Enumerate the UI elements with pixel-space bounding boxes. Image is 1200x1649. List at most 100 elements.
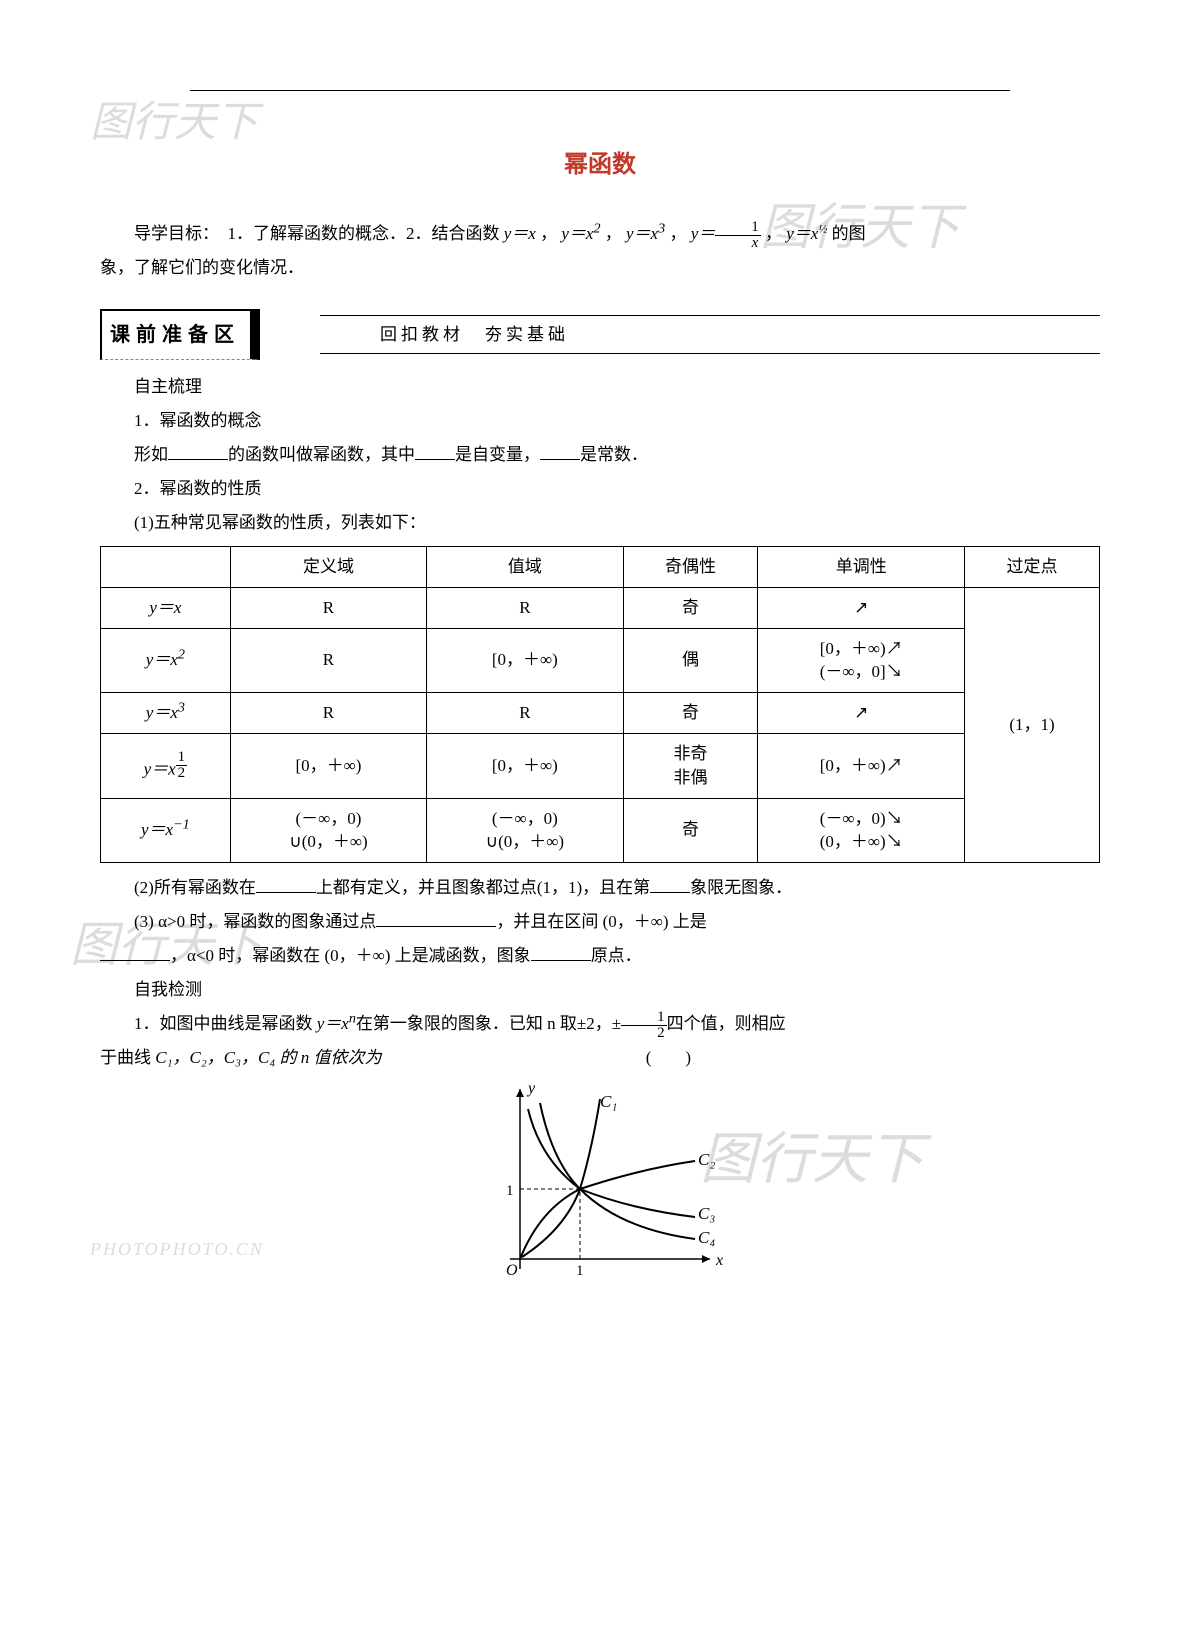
th-mono: 单调性 (758, 547, 965, 588)
cell: R (230, 628, 426, 693)
banner-right: 回扣教材 夯实基础 (380, 318, 569, 352)
fn-4-frac: 1x (715, 220, 761, 251)
cell: [0，＋∞)↗ (－∞，0]↘ (758, 628, 965, 693)
curve-c4-label: C₄ (698, 1228, 715, 1247)
frac-den: 2 (621, 1025, 667, 1041)
blank (376, 910, 496, 927)
blank (415, 443, 455, 460)
tick-y: 1 (506, 1183, 514, 1199)
table-row: y＝x12 [0，＋∞) [0，＋∞) 非奇 非偶 [0，＋∞)↗ (101, 733, 1100, 798)
outline-p4: (1)五种常见幂函数的性质，列表如下： (100, 506, 1100, 540)
th-domain: 定义域 (230, 547, 426, 588)
table-row: y＝x−1 (－∞，0) ∪(0，＋∞) (－∞，0) ∪(0，＋∞) 奇 (－… (101, 798, 1100, 863)
fn: y＝x (144, 760, 176, 779)
fn-2: y＝x (561, 224, 593, 243)
fn-5-sup: ½ (818, 221, 827, 235)
banner-rule-top (320, 315, 1100, 316)
cell: [0，＋∞) (427, 733, 623, 798)
fn-3-sup: 3 (658, 220, 665, 236)
tick-x: 1 (576, 1263, 584, 1279)
txt: 象限无图象． (690, 878, 792, 897)
fn-3: y＝x (626, 224, 658, 243)
intro-line2: 象，了解它们的变化情况． (100, 251, 1100, 285)
txt: 是自变量， (455, 445, 540, 464)
outline-p2: 形如 的函数叫做幂函数，其中 是自变量， 是常数． (100, 438, 1100, 472)
fn-4: y＝ (691, 224, 716, 243)
th-blank (101, 547, 231, 588)
blank (531, 944, 591, 961)
top-rule (190, 90, 1010, 91)
power-graph: x y O 1 1 C₁ C₂ C₃ C₄ (470, 1079, 730, 1289)
after-p7: ，α<0 时，幂函数在 (0，＋∞) 上是减函数，图象 原点． (100, 939, 1100, 973)
cell: R (230, 693, 426, 734)
sup: 2 (178, 647, 185, 663)
banner-rule-bot (320, 353, 1100, 354)
blank (100, 944, 170, 961)
th-parity: 奇偶性 (623, 547, 758, 588)
sep: ， (765, 224, 782, 243)
sep: ， (540, 224, 557, 243)
txt: 是常数． (580, 445, 648, 464)
txt: 原点． (591, 946, 642, 965)
curve-c1-label: C₁ (600, 1092, 617, 1111)
cell: [0，＋∞)↗ (758, 733, 965, 798)
origin-label: O (506, 1262, 518, 1279)
sep: ， (669, 224, 686, 243)
blank (650, 876, 690, 893)
table-row: y＝x2 R [0，＋∞) 偶 [0，＋∞)↗ (－∞，0]↘ (101, 628, 1100, 693)
txt: ，α<0 时，幂函数在 (0，＋∞) 上是减函数，图象 (170, 946, 531, 965)
txt: 在第一象限的图象．已知 n 取±2，± (356, 1014, 621, 1033)
frac-den: x (715, 235, 761, 251)
fn: y＝x (149, 598, 181, 617)
sep: ， (605, 224, 622, 243)
frac-num: 1 (715, 220, 761, 235)
cell: [0，＋∞) (427, 628, 623, 693)
q1-line2: 于曲线 C₁，C₂，C₃，C₄ 的 n 值依次为 ( ) (100, 1041, 1100, 1075)
after-p5: (2)所有幂函数在 上都有定义，并且图象都过点(1，1)，且在第 象限无图象． (100, 871, 1100, 905)
txt: 的函数叫做幂函数，其中 (228, 445, 415, 464)
outline-p3: 2．幂函数的性质 (100, 472, 1100, 506)
fn: y＝x (317, 1014, 349, 1033)
cell: (－∞，0) ∪(0，＋∞) (427, 798, 623, 863)
blank (256, 876, 316, 893)
answer-parens: ( ) (646, 1041, 691, 1075)
fn-1: y＝x (504, 224, 536, 243)
th-range: 值域 (427, 547, 623, 588)
txt: ，并且在区间 (0，＋∞) 上是 (496, 912, 706, 931)
after-p6: (3) α>0 时，幂函数的图象通过点，并且在区间 (0，＋∞) 上是 (100, 905, 1100, 939)
txt: 四个值，则相应 (667, 1014, 786, 1033)
cell: R (230, 587, 426, 628)
txt: 上都有定义，并且图象都过点(1，1)，且在第 (316, 878, 650, 897)
frac-num: 1 (621, 1010, 667, 1025)
outline-h1: 自主梳理 (100, 370, 1100, 404)
fn: y＝x (146, 703, 178, 722)
fn-5: y＝x (786, 224, 818, 243)
blank (168, 443, 228, 460)
x-label: x (715, 1252, 723, 1269)
cell: 偶 (623, 628, 758, 693)
cell: ↗ (758, 587, 965, 628)
cell: (－∞，0) ∪(0，＋∞) (230, 798, 426, 863)
sup: −1 (173, 817, 190, 833)
q1-frac: 12 (621, 1010, 667, 1041)
outline-p1: 1．幂函数的概念 (100, 404, 1100, 438)
blank (540, 443, 580, 460)
txt: (2)所有幂函数在 (134, 878, 256, 897)
cell: R (427, 693, 623, 734)
fixed-point-cell: (1，1) (965, 587, 1100, 862)
th-fixed: 过定点 (965, 547, 1100, 588)
fn: y＝x (146, 650, 178, 669)
section-banner: 课前准备区 回扣教材 夯实基础 (100, 309, 1100, 360)
cell: 奇 (623, 693, 758, 734)
graph-wrap: x y O 1 1 C₁ C₂ C₃ C₄ (100, 1079, 1100, 1289)
sup: n (349, 1011, 356, 1027)
table-row: y＝x3 R R 奇 ↗ (101, 693, 1100, 734)
fn-2-sup: 2 (593, 220, 600, 236)
intro-lead: 导学目标： 1．了解幂函数的概念．2．结合函数 (134, 224, 504, 243)
sup: 3 (178, 700, 185, 716)
curve-c3-label: C₃ (698, 1204, 715, 1223)
cell: R (427, 587, 623, 628)
cell: 奇 (623, 798, 758, 863)
curve-c2-label: C₂ (698, 1150, 715, 1169)
txt: 形如 (134, 445, 168, 464)
